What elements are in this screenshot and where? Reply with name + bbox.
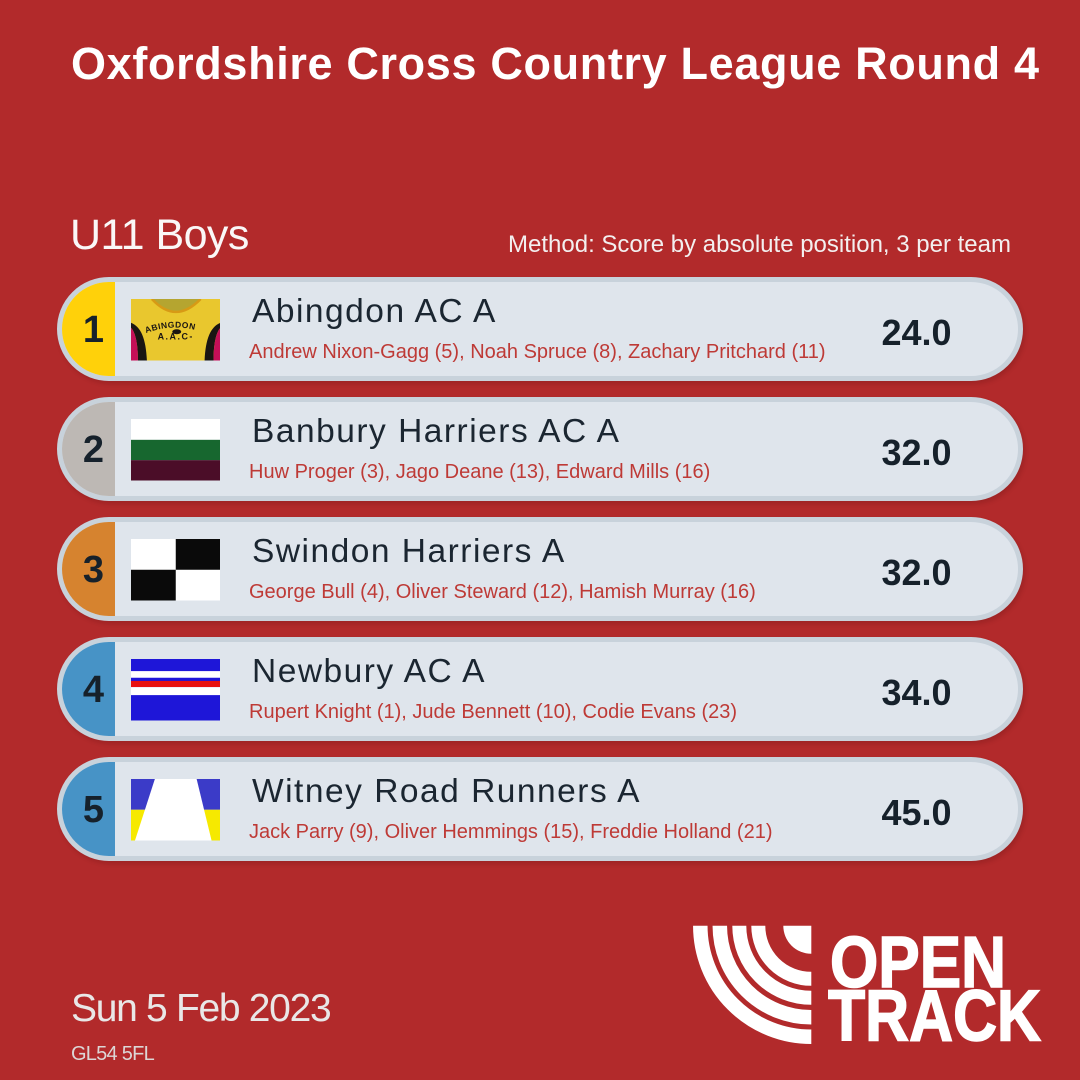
svg-text:TRACK: TRACK	[828, 977, 1041, 1048]
svg-text:OPEN: OPEN	[830, 923, 1006, 1003]
svg-text:A.A.C-: A.A.C-	[157, 332, 193, 342]
